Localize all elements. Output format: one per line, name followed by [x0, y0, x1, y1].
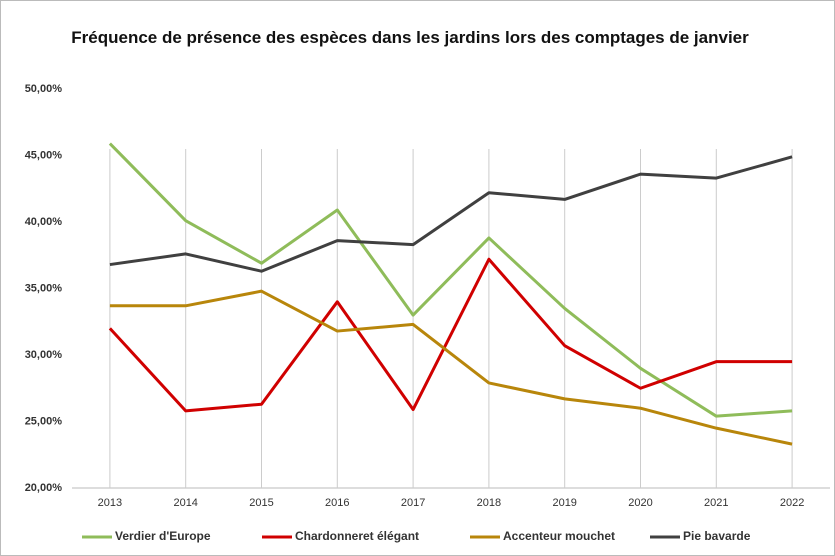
x-tick-label: 2016 [325, 497, 349, 509]
x-tick-label: 2022 [780, 497, 804, 509]
x-tick-label: 2018 [477, 497, 501, 509]
y-tick-label: 30,00% [25, 349, 63, 361]
legend-label: Chardonneret élégant [295, 529, 419, 543]
y-tick-label: 50,00% [25, 83, 63, 95]
series-line [109, 289, 793, 446]
legend-label: Pie bavarde [683, 529, 751, 543]
legend-label: Accenteur mouchet [503, 529, 615, 543]
x-tick-label: 2015 [249, 497, 273, 509]
x-tick-label: 2021 [704, 497, 728, 509]
series-line [108, 257, 793, 413]
y-tick-label: 35,00% [25, 282, 63, 294]
x-tick-label: 2020 [628, 497, 652, 509]
chart-title: Fréquence de présence des espèces dans l… [71, 28, 749, 47]
y-tick-label: 25,00% [25, 415, 63, 427]
x-tick-label: 2013 [98, 497, 122, 509]
y-tick-label: 20,00% [25, 482, 63, 494]
series-line [108, 142, 793, 418]
legend-label: Verdier d'Europe [115, 529, 211, 543]
x-tick-label: 2014 [173, 497, 197, 509]
y-tick-label: 40,00% [25, 216, 63, 228]
x-tick-label: 2019 [552, 497, 576, 509]
y-tick-label: 45,00% [25, 149, 63, 161]
series-line [109, 155, 793, 273]
x-tick-label: 2017 [401, 497, 425, 509]
